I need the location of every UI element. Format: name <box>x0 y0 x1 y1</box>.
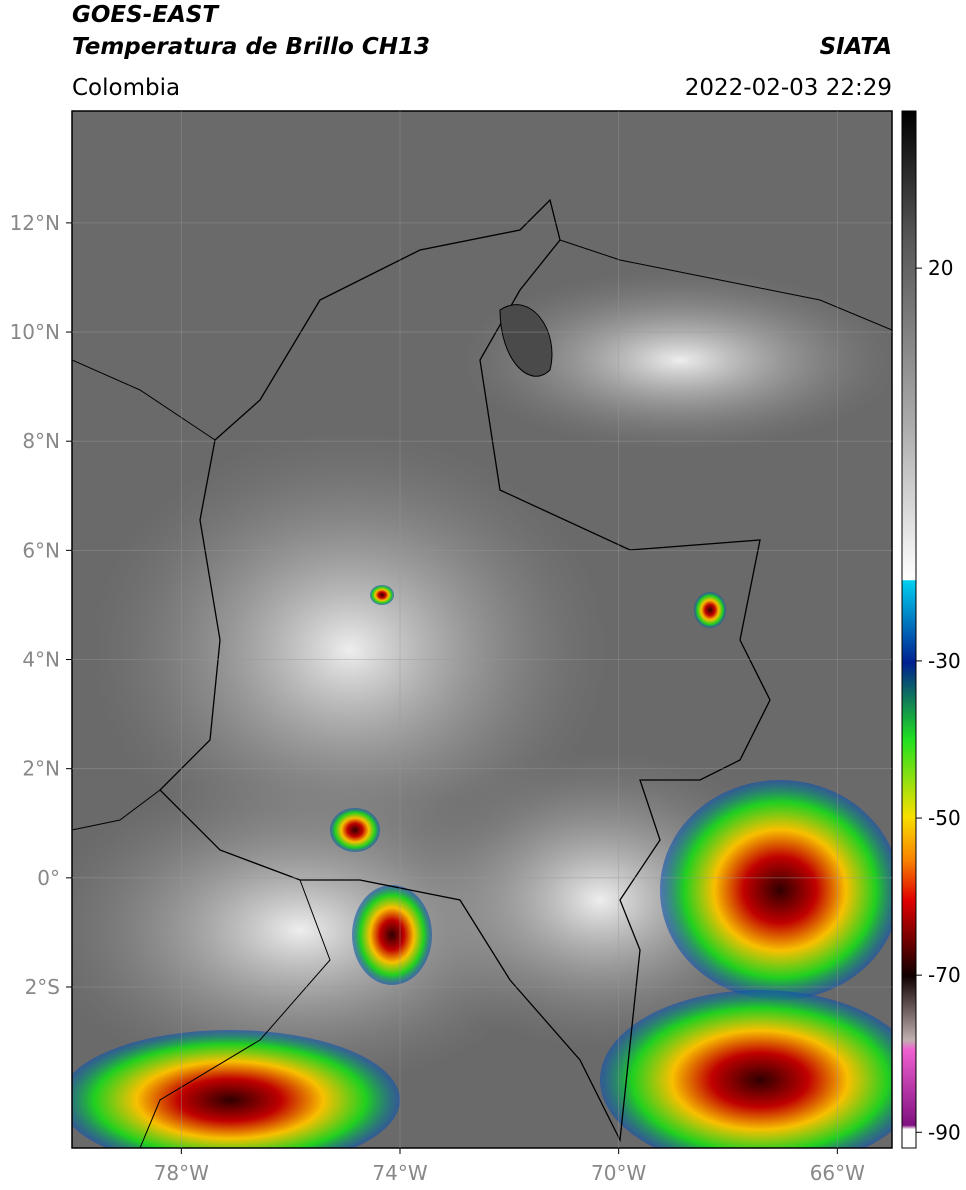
lat-label: 12°N <box>10 211 60 235</box>
lon-label: 70°W <box>591 1161 646 1185</box>
lon-label: 66°W <box>810 1161 865 1185</box>
colorbar-label: 20 <box>928 256 953 280</box>
lat-label: 8°N <box>22 429 60 453</box>
lat-label: 2°N <box>22 757 60 781</box>
timestamp: 2022-02-03 22:29 <box>685 75 892 101</box>
title: GOES-EAST <box>72 2 220 28</box>
region: Colombia <box>72 75 180 101</box>
source: SIATA <box>820 34 892 60</box>
lat-label: 6°N <box>22 538 60 562</box>
lat-label: 10°N <box>10 320 60 344</box>
colorbar <box>901 110 917 1149</box>
satellite-image <box>72 111 892 1148</box>
lat-label: 0° <box>37 866 60 890</box>
colorbar-label: -90 <box>928 1120 961 1144</box>
subtitle: Temperatura de Brillo CH13 <box>72 34 430 60</box>
colorbar-label: -30 <box>928 649 961 673</box>
lon-label: 74°W <box>372 1161 427 1185</box>
colorbar-label: -50 <box>928 806 961 830</box>
map-frame <box>71 110 893 1149</box>
lat-label: 4°N <box>22 648 60 672</box>
lon-label: 78°W <box>154 1161 209 1185</box>
colorbar-label: -70 <box>928 963 961 987</box>
lat-label: 2°S <box>25 975 60 999</box>
